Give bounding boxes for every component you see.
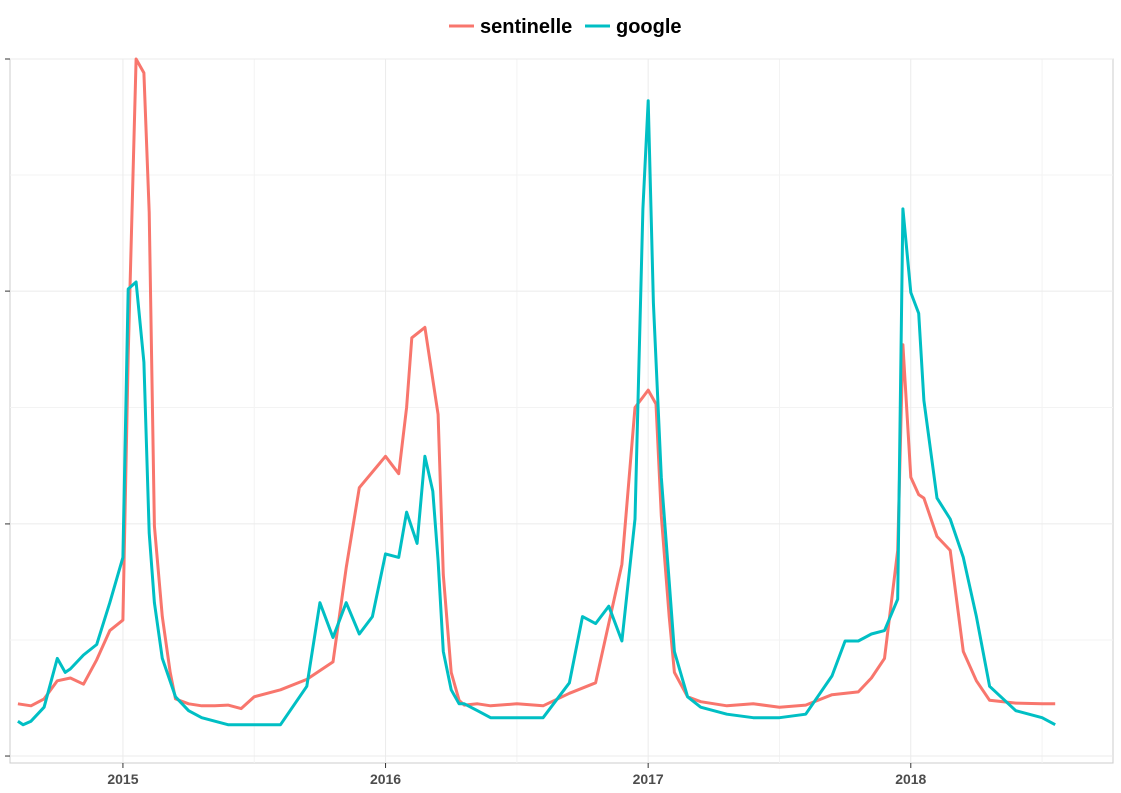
y-axis-ticks xyxy=(5,58,10,757)
panel-border xyxy=(9,58,1114,764)
legend: sentinelle google xyxy=(449,16,682,38)
x-tick-label-2018: 2018 xyxy=(895,771,926,787)
series-line-google xyxy=(17,99,1056,727)
x-axis: 2015 2016 2017 2018 xyxy=(107,763,927,787)
x-tick-label-2017: 2017 xyxy=(633,771,664,787)
grid-major xyxy=(10,58,1113,763)
x-tick-label-2016: 2016 xyxy=(370,771,401,787)
x-tick-label-2015: 2015 xyxy=(107,771,138,787)
series-layer xyxy=(17,57,1056,727)
legend-label-sentinelle: sentinelle xyxy=(480,16,572,38)
grid-minor xyxy=(10,59,1113,763)
legend-label-google: google xyxy=(616,16,682,38)
